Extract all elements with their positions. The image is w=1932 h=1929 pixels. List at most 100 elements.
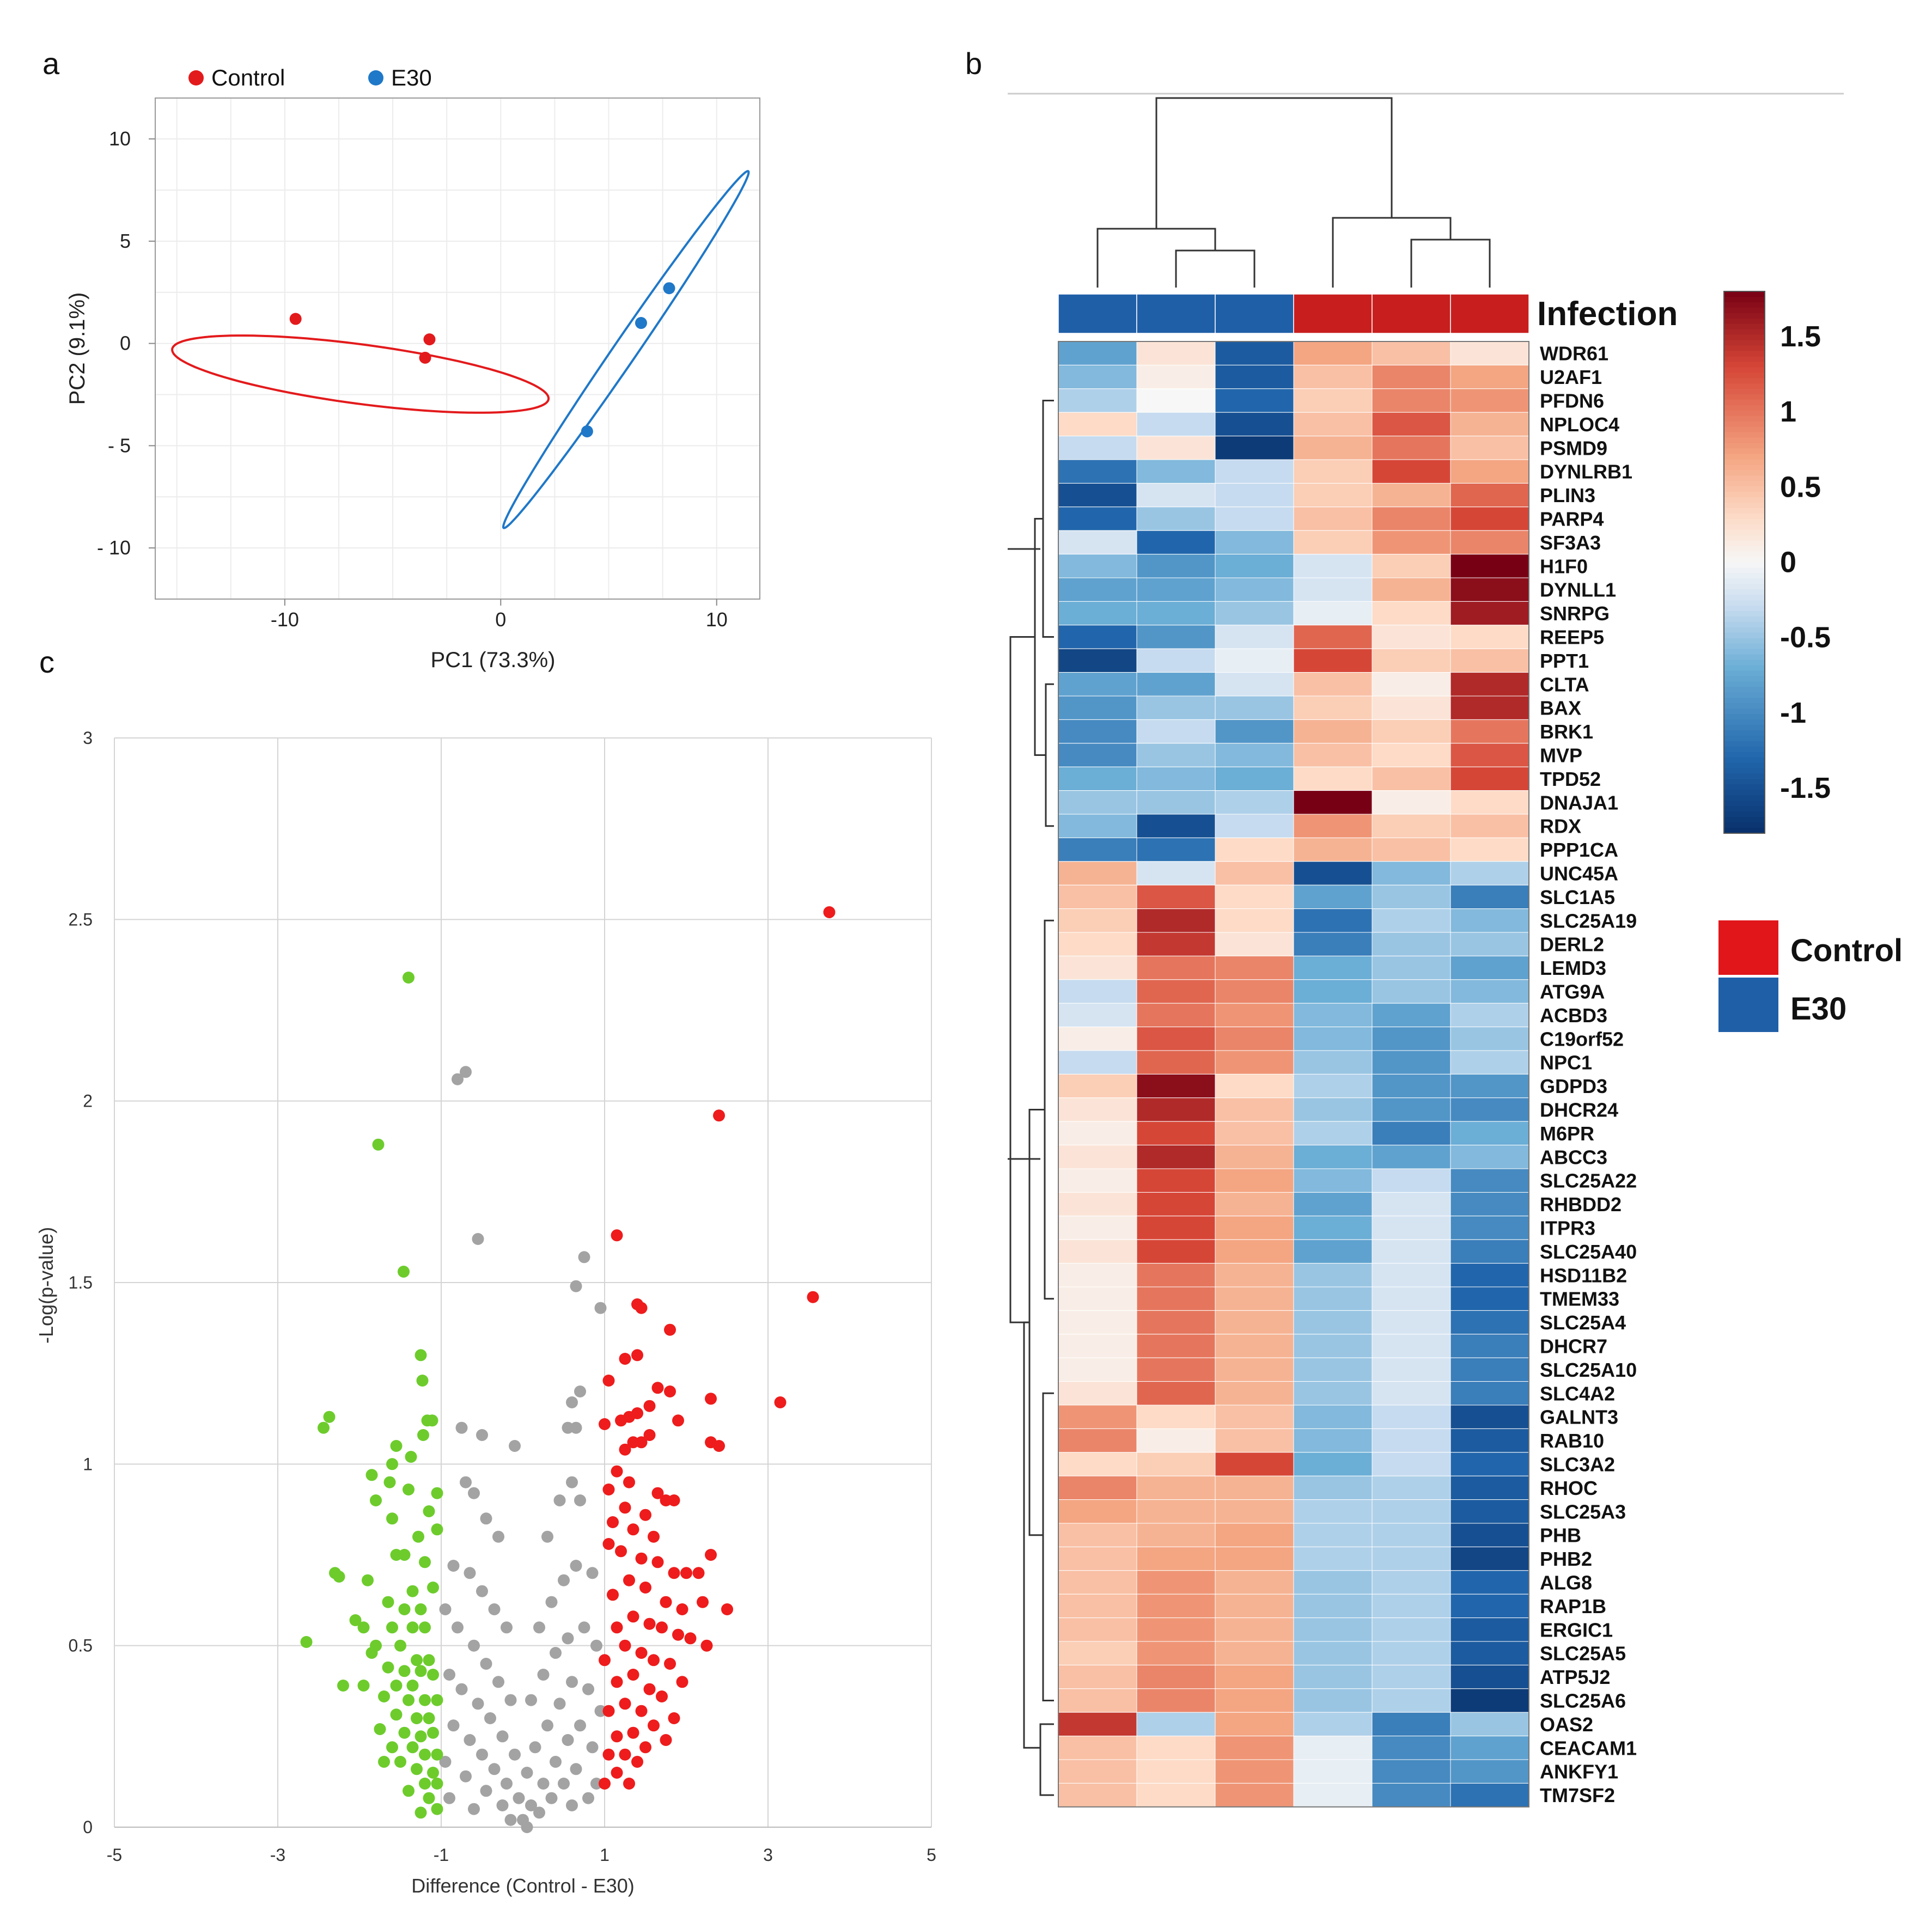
colorbar-segment: [1724, 497, 1765, 504]
heatmap-cell: [1058, 1027, 1137, 1051]
row-label: RHOC: [1540, 1477, 1598, 1499]
colorbar-segment: [1724, 806, 1765, 813]
heatmap-cell: [1058, 1688, 1137, 1713]
heatmap-cell: [1293, 1523, 1373, 1547]
heatmap-cell: [1372, 1263, 1451, 1287]
row-label: PHB: [1540, 1524, 1581, 1547]
heatmap-cell: [1215, 837, 1294, 862]
heatmap-cell: [1058, 459, 1137, 484]
heatmap-cell: [1136, 672, 1216, 697]
volcano-point-down: [415, 1806, 427, 1819]
heatmap-cell: [1136, 932, 1216, 956]
volcano-point-ns: [439, 1603, 452, 1615]
heatmap-cell: [1293, 1263, 1373, 1287]
heatmap-cell: [1215, 672, 1294, 697]
heatmap-cell: [1450, 506, 1529, 531]
heatmap-cell: [1215, 955, 1294, 980]
volcano-point-down: [406, 1621, 419, 1634]
heatmap-cell: [1372, 1073, 1451, 1098]
heatmap-cell: [1215, 412, 1294, 437]
heatmap-cell: [1136, 1263, 1216, 1287]
heatmap-cell: [1136, 1286, 1216, 1311]
colorbar-segment: [1724, 709, 1765, 715]
volcano-point-up: [643, 1617, 656, 1630]
heatmap-cell: [1136, 625, 1216, 649]
pca-ellipses: [171, 170, 750, 529]
volcano-point-ns: [464, 1734, 476, 1746]
heatmap-cell: [1293, 1027, 1373, 1051]
heatmap-cell: [1058, 530, 1137, 555]
volcano-y-tick-label: 0.5: [69, 1636, 93, 1656]
colorbar-segment: [1724, 481, 1765, 487]
volcano-point-up: [705, 1393, 717, 1405]
volcano-point-up: [713, 1109, 725, 1122]
volcano-point-down: [419, 1778, 431, 1790]
heatmap-cell: [1058, 1546, 1137, 1571]
pca-legend-e30-label: E30: [391, 65, 432, 90]
colorbar-segment: [1724, 394, 1765, 400]
heatmap-cell: [1293, 1334, 1373, 1358]
volcano-point-ns: [582, 1683, 594, 1695]
heatmap-cell: [1372, 1452, 1451, 1476]
volcano-y-axis-label: -Log(p-value): [35, 1227, 57, 1344]
heatmap-cell: [1136, 1617, 1216, 1642]
heatmap-cell: [1293, 1664, 1373, 1689]
colorbar-segment: [1724, 373, 1765, 379]
heatmap-cell: [1215, 1050, 1294, 1075]
volcano-point-up: [631, 1407, 643, 1419]
volcano-point-ns: [460, 1066, 472, 1078]
heatmap-cell: [1136, 1357, 1216, 1382]
heatmap-cell: [1293, 979, 1373, 1004]
volcano-point-down: [318, 1421, 330, 1434]
heatmap-cell: [1293, 1097, 1373, 1122]
heatmap-cell: [1293, 790, 1373, 815]
heatmap-cell: [1136, 1097, 1216, 1122]
heatmap-cell: [1293, 1428, 1373, 1453]
volcano-point-down: [423, 1792, 435, 1804]
heatmap-cell: [1136, 695, 1216, 720]
colorbar-segment: [1724, 562, 1765, 569]
column-dendrogram: [1096, 97, 1491, 288]
colorbar-segment: [1724, 400, 1765, 406]
heatmap-cell: [1450, 1168, 1529, 1193]
volcano-point-down: [378, 1690, 390, 1702]
volcano-point-down: [419, 1694, 431, 1706]
pca-y-tick-label: - 5: [108, 434, 131, 456]
heatmap-cell: [1058, 1641, 1137, 1665]
colorbar-segment: [1724, 443, 1765, 449]
colorbar-segment: [1724, 486, 1765, 493]
heatmap-cell: [1450, 884, 1529, 909]
volcano-x-axis-label: Difference (Control - E30): [411, 1875, 635, 1897]
heatmap-cell: [1372, 1664, 1451, 1689]
heatmap-cell: [1450, 1192, 1529, 1217]
heatmap-cell: [1372, 601, 1451, 626]
heatmap-cell: [1058, 814, 1137, 838]
heatmap-cell: [1293, 1286, 1373, 1311]
heatmap-cell: [1215, 1145, 1294, 1169]
volcano-point-down: [398, 1603, 411, 1615]
colorbar-segment: [1724, 340, 1765, 346]
volcano-point-ns: [553, 1698, 566, 1710]
heatmap-cell: [1215, 1357, 1294, 1382]
volcano-point-up: [713, 1440, 725, 1452]
row-label: SLC3A2: [1540, 1454, 1615, 1476]
heatmap-cell: [1215, 1594, 1294, 1619]
heatmap-cell: [1136, 766, 1216, 791]
volcano-point-down: [390, 1708, 403, 1721]
heatmap-cell: [1136, 814, 1216, 838]
volcano-point-ns: [468, 1487, 480, 1499]
row-label: BRK1: [1540, 721, 1593, 743]
row-label: M6PR: [1540, 1122, 1594, 1145]
heatmap-cell: [1372, 554, 1451, 578]
row-label: ITPR3: [1540, 1217, 1595, 1240]
heatmap-cell: [1293, 483, 1373, 508]
volcano-point-ns: [476, 1429, 488, 1441]
heatmap-cell: [1450, 577, 1529, 602]
volcano-point-down: [394, 1756, 406, 1768]
volcano-point-up: [651, 1556, 664, 1568]
volcano-point-up: [635, 1552, 648, 1565]
colorbar-segment: [1724, 508, 1765, 514]
heatmap-cell: [1372, 1121, 1451, 1146]
heatmap-cell: [1215, 790, 1294, 815]
heatmap-cell: [1372, 577, 1451, 602]
